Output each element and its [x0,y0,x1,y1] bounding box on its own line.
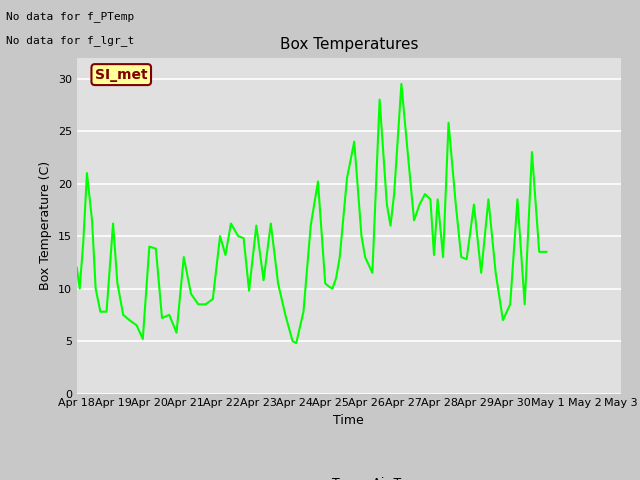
Title: Box Temperatures: Box Temperatures [280,37,418,52]
Text: No data for f_PTemp: No data for f_PTemp [6,11,134,22]
Y-axis label: Box Temperature (C): Box Temperature (C) [39,161,52,290]
Text: SI_met: SI_met [95,68,148,82]
X-axis label: Time: Time [333,414,364,427]
Text: No data for f_lgr_t: No data for f_lgr_t [6,35,134,46]
Legend: Tower Air T: Tower Air T [292,472,406,480]
